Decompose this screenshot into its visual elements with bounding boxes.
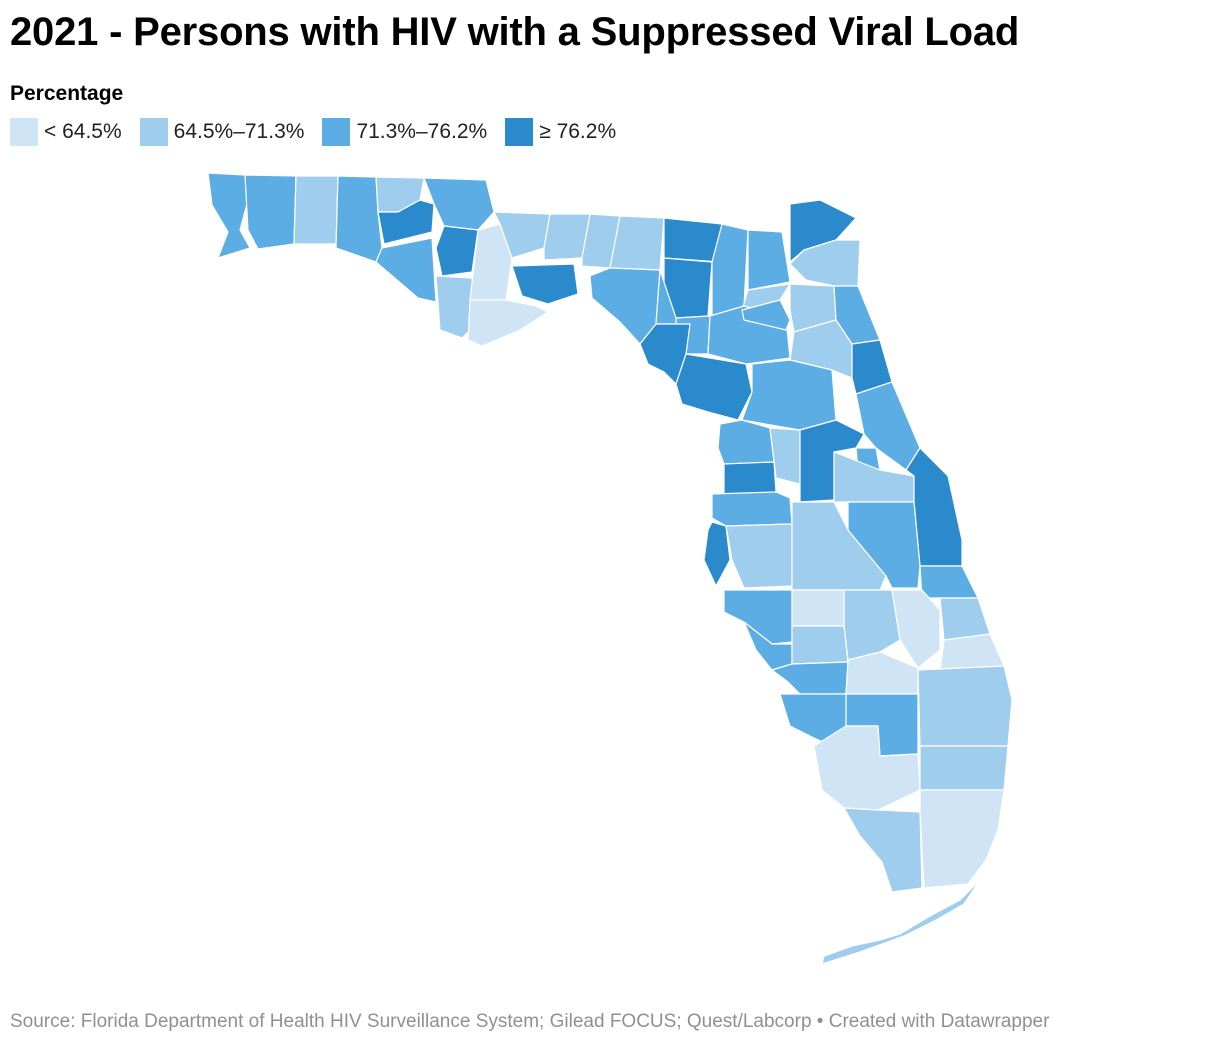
legend-swatch — [139, 118, 168, 146]
county-monroe-mainland[interactable] — [843, 807, 923, 893]
county-calhoun[interactable] — [435, 225, 479, 277]
county-charlotte[interactable] — [771, 661, 849, 695]
source-note: Source: Florida Department of Health HIV… — [10, 1011, 1050, 1032]
county-glades[interactable] — [845, 651, 919, 695]
county-pinellas[interactable] — [703, 521, 731, 587]
county-marion[interactable] — [741, 359, 837, 431]
county-miami-dade[interactable] — [919, 789, 1005, 889]
county-osceola[interactable] — [847, 501, 921, 589]
florida-county-map — [207, 172, 1013, 965]
county-wakulla[interactable] — [511, 263, 579, 305]
county-bay[interactable] — [375, 237, 437, 303]
county-pasco[interactable] — [711, 491, 793, 527]
county-franklin[interactable] — [467, 299, 549, 347]
county-broward[interactable] — [919, 745, 1009, 791]
county-walton[interactable] — [335, 175, 383, 263]
legend-item-mid-high[interactable]: 71.3%–76.2% — [322, 118, 487, 146]
county-jefferson[interactable] — [581, 213, 621, 269]
county-st-lucie[interactable] — [939, 597, 991, 641]
legend: < 64.5% 64.5%–71.3% 71.3%–76.2% ≥ 76.2% — [10, 118, 616, 146]
county-bradford[interactable] — [741, 299, 791, 331]
county-okeechobee[interactable] — [891, 589, 941, 669]
county-indian-river[interactable] — [919, 565, 979, 599]
legend-item-high[interactable]: ≥ 76.2% — [505, 118, 616, 146]
legend-swatch — [322, 118, 351, 146]
county-hernando[interactable] — [723, 461, 777, 495]
county-okaloosa[interactable] — [293, 175, 339, 245]
chart-title: 2021 - Persons with HIV with a Suppresse… — [10, 10, 1020, 54]
legend-title: Percentage — [10, 82, 124, 105]
county-liberty[interactable] — [469, 223, 513, 301]
county-highlands[interactable] — [843, 589, 901, 661]
county-hardee[interactable] — [791, 589, 845, 627]
legend-item-mid-low[interactable]: 64.5%–71.3% — [139, 118, 305, 146]
county-madison[interactable] — [609, 215, 665, 271]
legend-label: 64.5%–71.3% — [173, 120, 305, 143]
legend-label: ≥ 76.2% — [539, 120, 617, 143]
county-jackson[interactable] — [423, 177, 495, 231]
county-desoto[interactable] — [791, 625, 849, 665]
legend-item-low[interactable]: < 64.5% — [10, 118, 122, 146]
legend-label: < 64.5% — [44, 120, 122, 143]
legend-swatch — [10, 118, 38, 146]
county-hillsborough[interactable] — [725, 523, 793, 589]
legend-swatch — [505, 118, 534, 146]
county-gadsden[interactable] — [493, 211, 551, 259]
county-collier[interactable] — [813, 725, 921, 811]
county-leon[interactable] — [543, 213, 591, 261]
county-palm-beach[interactable] — [917, 665, 1013, 747]
legend-label: 71.3%–76.2% — [356, 120, 488, 143]
county-santa-rosa[interactable] — [244, 174, 297, 250]
county-escambia[interactable] — [207, 172, 251, 259]
county-baker[interactable] — [747, 229, 791, 291]
county-martin[interactable] — [939, 633, 1005, 671]
county-florida-keys[interactable] — [821, 879, 981, 965]
county-citrus[interactable] — [717, 419, 775, 465]
county-levy[interactable] — [675, 353, 753, 421]
